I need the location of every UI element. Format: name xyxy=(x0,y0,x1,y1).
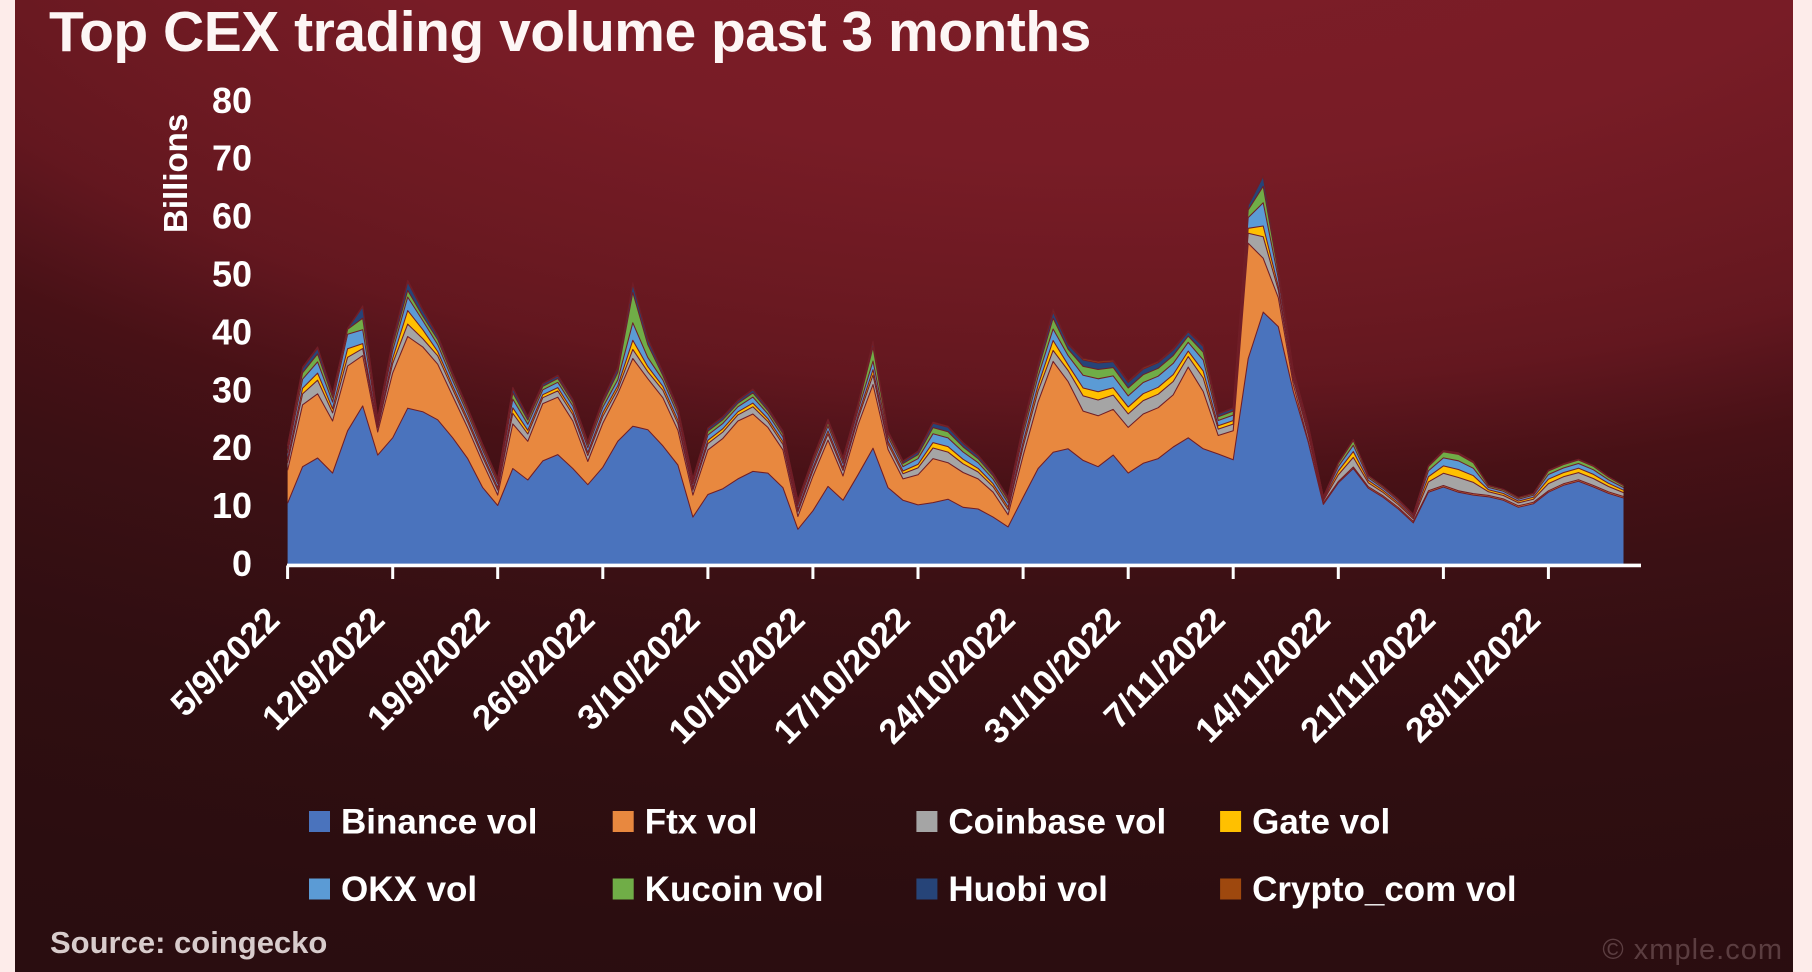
svg-text:0: 0 xyxy=(232,543,252,584)
svg-text:80: 80 xyxy=(212,80,252,121)
svg-text:Kucoin vol: Kucoin vol xyxy=(645,870,824,909)
svg-text:OKX vol: OKX vol xyxy=(341,870,477,909)
svg-text:Ftx vol: Ftx vol xyxy=(645,803,758,842)
svg-text:20: 20 xyxy=(212,427,252,468)
svg-text:30: 30 xyxy=(212,369,252,410)
svg-text:10: 10 xyxy=(212,485,252,526)
svg-text:40: 40 xyxy=(212,311,252,352)
svg-text:70: 70 xyxy=(212,138,252,179)
svg-text:Billions: Billions xyxy=(157,114,194,233)
svg-text:Binance vol: Binance vol xyxy=(341,803,537,842)
svg-text:60: 60 xyxy=(212,196,252,237)
svg-text:50: 50 xyxy=(212,254,252,295)
svg-text:Coinbase vol: Coinbase vol xyxy=(948,803,1166,842)
svg-text:Huobi vol: Huobi vol xyxy=(948,870,1107,909)
svg-text:Crypto_com vol: Crypto_com vol xyxy=(1252,870,1517,909)
svg-text:Gate vol: Gate vol xyxy=(1252,803,1390,842)
